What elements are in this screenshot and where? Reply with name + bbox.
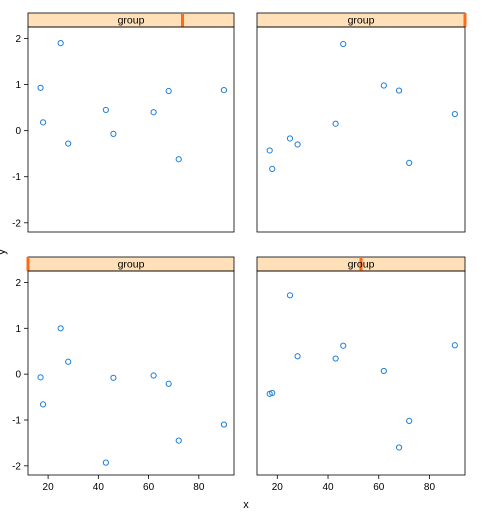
panel-frame — [27, 26, 235, 233]
data-point — [57, 325, 64, 332]
y-axis-title: y — [0, 249, 8, 255]
data-point — [395, 87, 403, 94]
panel-frame — [256, 270, 466, 476]
data-point — [165, 87, 172, 95]
data-point — [39, 119, 47, 126]
y-tick-label: -2 — [12, 461, 21, 472]
y-tick-label: 2 — [15, 34, 21, 45]
strip-level-marker — [26, 257, 30, 271]
x-tick-label: 60 — [143, 482, 155, 493]
data-point — [340, 342, 347, 349]
data-point — [65, 140, 72, 147]
x-axis-title: x — [243, 499, 249, 511]
data-point — [102, 106, 109, 114]
data-point — [380, 367, 387, 375]
panel-frame — [256, 26, 466, 233]
data-point — [269, 389, 276, 397]
x-tick-label: 80 — [193, 482, 205, 493]
strip-level-marker — [359, 257, 363, 271]
x-tick-label: 60 — [373, 482, 385, 493]
data-point — [332, 355, 339, 362]
data-point — [65, 358, 72, 365]
data-point — [294, 353, 301, 360]
data-point — [451, 342, 458, 349]
y-tick-label: 0 — [15, 126, 21, 137]
data-point — [220, 421, 228, 428]
data-point — [39, 401, 47, 408]
data-point — [395, 444, 403, 451]
strip-label: group — [348, 259, 375, 271]
x-tick-label: 80 — [424, 482, 436, 493]
data-point — [286, 292, 294, 299]
x-tick-label: 40 — [322, 482, 334, 493]
strip-label: group — [118, 259, 145, 271]
data-point — [340, 40, 347, 48]
y-tick-label: 1 — [15, 324, 21, 335]
strip-label: group — [348, 15, 375, 27]
data-point — [266, 147, 273, 154]
strip-level-marker — [463, 13, 467, 27]
data-point — [269, 165, 276, 172]
data-point — [110, 130, 117, 137]
data-point — [220, 87, 228, 94]
y-tick-label: -2 — [12, 218, 21, 229]
data-point — [150, 372, 157, 379]
data-point — [102, 459, 109, 466]
data-point — [37, 374, 44, 381]
data-point — [37, 84, 44, 91]
x-tick-label: 20 — [272, 482, 284, 493]
data-point — [150, 109, 157, 116]
data-point — [332, 120, 339, 127]
panel-frame — [27, 270, 235, 476]
data-point — [110, 374, 117, 381]
strip-label: group — [118, 15, 145, 27]
y-tick-label: 2 — [15, 278, 21, 289]
y-tick-label: -1 — [12, 172, 21, 183]
data-point — [380, 82, 387, 89]
y-tick-label: 1 — [15, 80, 21, 91]
y-tick-label: 0 — [15, 370, 21, 381]
x-tick-label: 20 — [43, 482, 55, 493]
data-point — [175, 156, 182, 163]
data-point — [175, 437, 182, 444]
y-tick-label: -1 — [12, 415, 21, 426]
data-point — [294, 141, 301, 148]
data-point — [406, 159, 413, 166]
data-point — [57, 40, 64, 47]
strip-level-marker — [181, 13, 184, 27]
data-point — [286, 135, 294, 142]
x-tick-label: 40 — [93, 482, 105, 493]
data-point — [165, 380, 172, 387]
data-point — [406, 417, 413, 425]
data-point — [451, 110, 458, 118]
